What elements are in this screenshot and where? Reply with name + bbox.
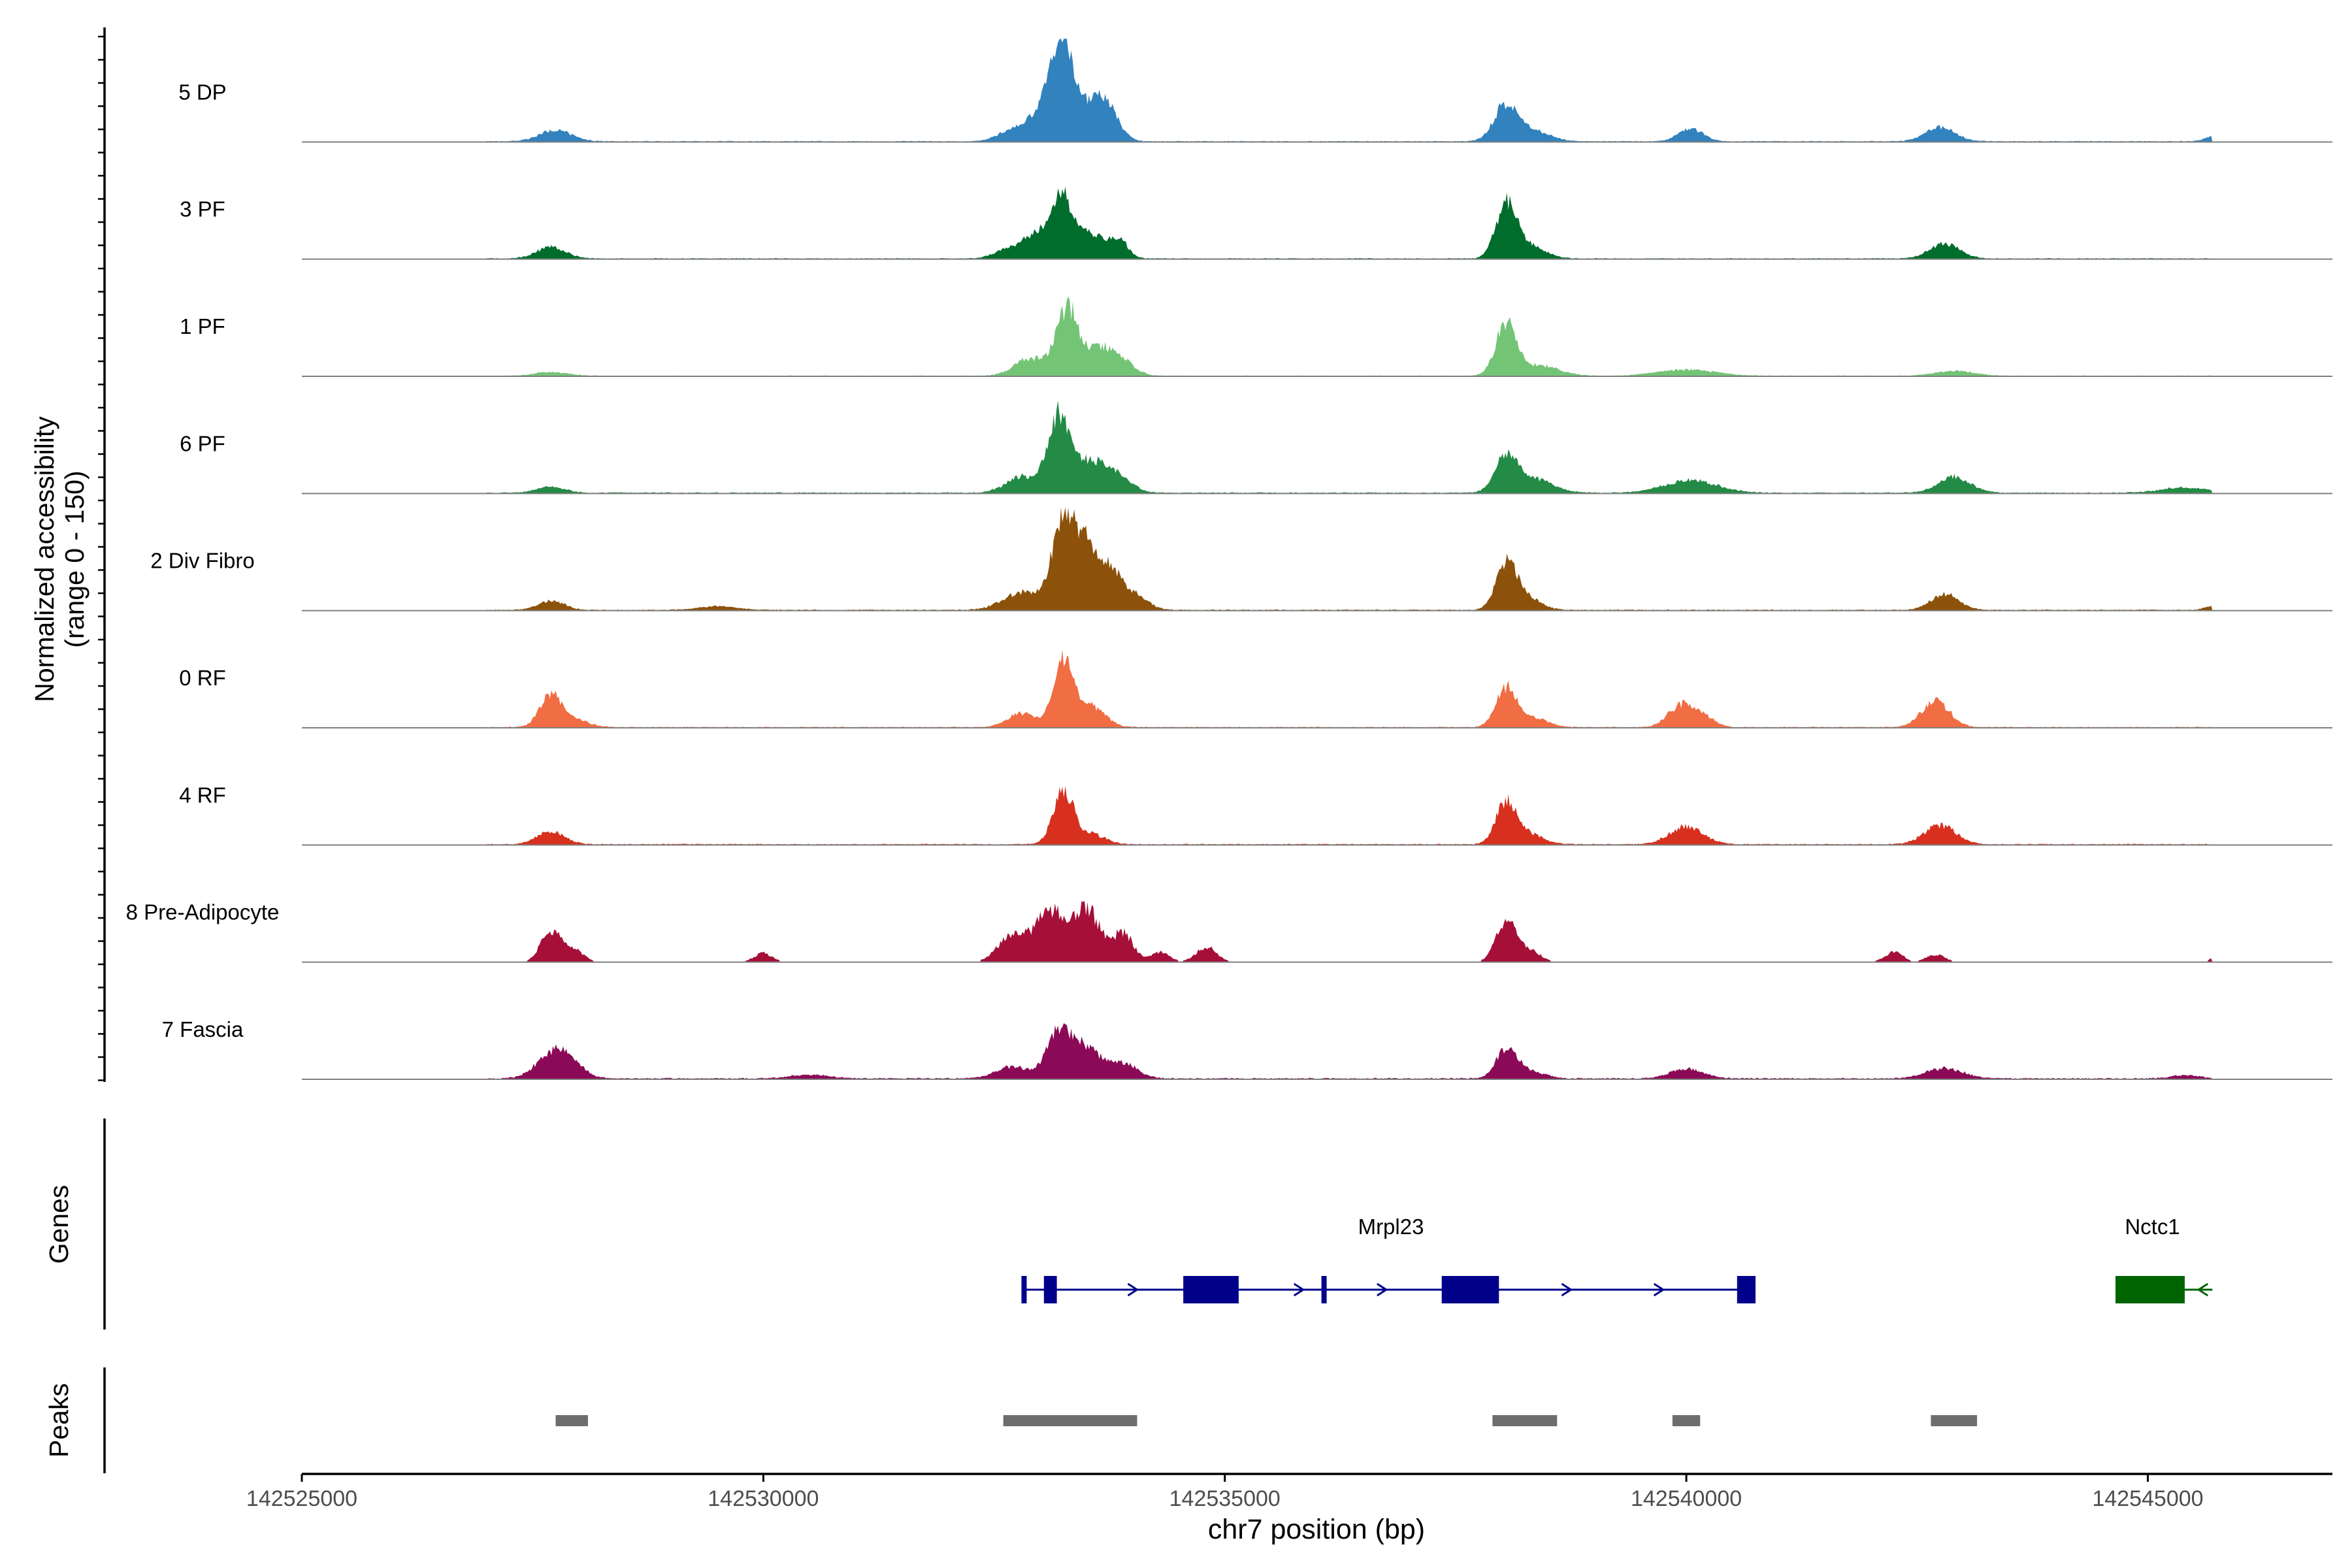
track-3-pf: 3 PF (180, 186, 2332, 260)
gene-exon (2115, 1276, 2185, 1303)
track-label: 3 PF (180, 197, 225, 221)
coverage-area (486, 186, 2213, 259)
track-label: 5 DP (178, 80, 226, 104)
gene-exon (1183, 1276, 1239, 1303)
track-label: 6 PF (180, 431, 225, 455)
x-tick-label: 142530000 (708, 1486, 819, 1511)
peak-region (1003, 1415, 1137, 1426)
genes-panel-label: Genes (44, 1185, 74, 1264)
strand-arrow (2197, 1282, 2209, 1297)
track-label: 7 Fascia (162, 1017, 244, 1041)
coverage-tracks: 5 DP 3 PF 1 PF 6 PF 2 Div Fibro 0 RF 4 RF 8 Pre… (126, 39, 2332, 1080)
coverage-area (486, 296, 2213, 376)
strand-arrow (1561, 1282, 1573, 1297)
track-7-fascia: 7 Fascia (162, 1017, 2332, 1080)
track-label: 2 Div Fibro (150, 549, 255, 573)
peak-region (1672, 1415, 1701, 1426)
peak-region (1931, 1415, 1978, 1426)
coverage-y-axis-label: Normalized accessibility (29, 416, 59, 702)
track-4-rf: 4 RF (179, 783, 2332, 846)
peak-region (555, 1415, 588, 1426)
track-label: 0 RF (179, 666, 226, 690)
strand-arrow (1293, 1282, 1305, 1297)
track-label: 4 RF (179, 783, 226, 807)
gene-exon (1043, 1276, 1057, 1303)
strand-arrow (1653, 1282, 1665, 1297)
gene-exon (1737, 1276, 1756, 1303)
gene-name-label: Nctc1 (2125, 1215, 2180, 1239)
gene-models: Mrpl23 Nctc1 (1021, 1215, 2213, 1303)
track-0-rf: 0 RF (179, 649, 2332, 728)
coverage-area (486, 901, 2213, 962)
x-tick-label: 142545000 (2092, 1486, 2203, 1511)
coverage-area (486, 1023, 2213, 1079)
coverage-area (486, 507, 2213, 611)
x-axis-ticks: 142525000 142530000 142535000 142540000 1425… (246, 1474, 2204, 1511)
track-8-pre-adipocyte: 8 Pre-Adipocyte (126, 900, 2332, 963)
coverage-area (486, 39, 2213, 142)
gene-exon (1021, 1276, 1027, 1303)
gene-mrpl23: Mrpl23 (1021, 1215, 1756, 1303)
peaks-panel-label: Peaks (44, 1383, 74, 1458)
coverage-y-axis-range: (range 0 - 150) (59, 470, 90, 647)
track-label: 1 PF (180, 314, 225, 338)
track-6-pf: 6 PF (180, 400, 2332, 495)
coverage-area (486, 786, 2213, 845)
track-2-div-fibro: 2 Div Fibro (150, 507, 2332, 612)
gene-name-label: Mrpl23 (1358, 1215, 1424, 1239)
coverage-area (486, 649, 2213, 728)
strand-arrow (1127, 1282, 1139, 1297)
x-tick-label: 142540000 (1631, 1486, 1742, 1511)
track-label: 8 Pre-Adipocyte (126, 900, 280, 924)
peak-regions (555, 1415, 1978, 1426)
peak-region (1492, 1415, 1558, 1426)
coverage-area (486, 400, 2213, 494)
gene-nctc1: Nctc1 (2115, 1215, 2213, 1303)
track-5-dp: 5 DP (178, 39, 2332, 143)
gene-exon (1441, 1276, 1499, 1303)
strand-arrow (1377, 1282, 1388, 1297)
x-tick-label: 142525000 (246, 1486, 357, 1511)
x-tick-label: 142535000 (1169, 1486, 1281, 1511)
x-axis-label: chr7 position (bp) (1208, 1514, 1425, 1545)
coverage-y-ticks (98, 35, 105, 1081)
track-1-pf: 1 PF (180, 296, 2332, 377)
gene-exon (1321, 1276, 1327, 1303)
